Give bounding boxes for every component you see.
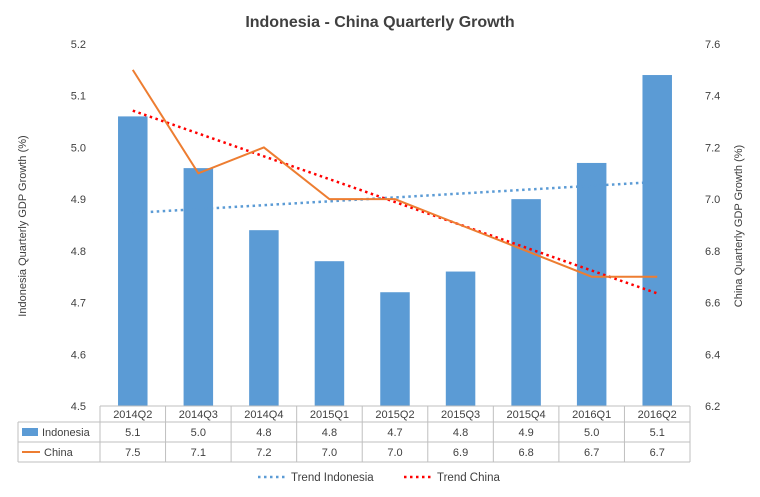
bar-2015Q2 [380,292,410,406]
y-axis-left-label: Indonesia Quarterly GDP Growth (%) [17,135,29,316]
y-tick-right: 6.6 [705,298,720,310]
table-cell-china: 7.1 [191,447,206,459]
x-tick-label: 2015Q3 [441,409,480,421]
legend-label-trend-indonesia: Trend Indonesia [291,472,374,484]
table-cell-china: 6.7 [584,447,599,459]
bar-2014Q4 [249,230,279,406]
bar-2016Q2 [642,75,672,407]
bar-series-indonesia [118,75,672,407]
table-cell-china: 6.7 [650,447,665,459]
y-tick-left: 4.9 [71,194,86,206]
x-tick-label: 2016Q1 [572,409,611,421]
y-tick-left: 4.6 [71,349,86,361]
y-tick-right: 7.0 [705,194,720,206]
y-tick-left: 5.0 [71,142,86,154]
y-tick-left: 4.8 [71,246,86,258]
trendlines [132,109,658,295]
x-tick-label: 2014Q4 [244,409,283,421]
table-cell-china: 6.9 [453,447,468,459]
x-tick-label: 2016Q2 [638,409,677,421]
table-cell-china: 7.5 [125,447,140,459]
y-tick-right: 6.4 [705,349,720,361]
table-cell-china: 7.0 [322,447,337,459]
y-tick-left: 5.2 [71,39,86,51]
bar-2016Q1 [576,162,607,406]
bar-2014Q3 [183,168,214,406]
y-tick-right: 7.6 [705,39,720,51]
table-key-indonesia [22,428,38,436]
y-axis-right-label: China Quarterly GDP Growth (%) [733,145,745,307]
table-row-label-china: China [44,447,74,459]
y-axis-right: 6.2 6.4 6.6 6.8 7.0 7.2 7.4 7.6 [705,39,720,413]
table-cell-china: 6.8 [518,447,533,459]
data-table: 2014Q2 2014Q3 2014Q4 2015Q1 2015Q2 2015Q3 2015… [17,405,691,463]
table-cell-indonesia: 4.8 [256,427,271,439]
table-row-label-indonesia: Indonesia [42,427,91,439]
legend: Trend Indonesia Trend China [258,472,500,484]
table-cell-indonesia: 5.1 [125,427,140,439]
y-tick-right: 7.2 [705,142,720,154]
bar-2015Q4 [511,199,541,406]
y-tick-right: 7.4 [705,91,720,103]
table-cell-indonesia: 4.8 [453,427,468,439]
table-cell-indonesia: 4.9 [518,427,533,439]
bar-2014Q2 [118,116,148,407]
y-tick-left: 4.7 [71,298,86,310]
chart-title: Indonesia - China Quarterly Growth [245,14,514,31]
table-cell-china: 7.0 [387,447,402,459]
table-cell-indonesia: 5.0 [584,427,599,439]
x-tick-label: 2014Q3 [179,409,218,421]
table-cell-indonesia: 5.0 [191,427,206,439]
bar-2015Q1 [314,261,345,406]
y-tick-left: 4.5 [71,401,86,413]
table-cell-indonesia: 5.1 [650,427,665,439]
y-tick-left: 5.1 [71,91,86,103]
table-cell-china: 7.2 [256,447,271,459]
x-tick-label: 2015Q2 [375,409,414,421]
y-tick-right: 6.2 [705,401,720,413]
line-series-china [131,69,658,278]
bar-2015Q3 [445,271,476,406]
x-tick-label: 2015Q4 [507,409,546,421]
trend-china-line [132,109,658,295]
table-cell-indonesia: 4.8 [322,427,337,439]
y-tick-right: 6.8 [705,246,720,258]
table-cell-indonesia: 4.7 [387,427,402,439]
x-tick-label: 2015Q1 [310,409,349,421]
x-tick-label: 2014Q2 [113,409,152,421]
legend-label-trend-china: Trend China [437,472,500,484]
y-axis-left: 4.5 4.6 4.7 4.8 4.9 5.0 5.1 5.2 [71,39,86,413]
